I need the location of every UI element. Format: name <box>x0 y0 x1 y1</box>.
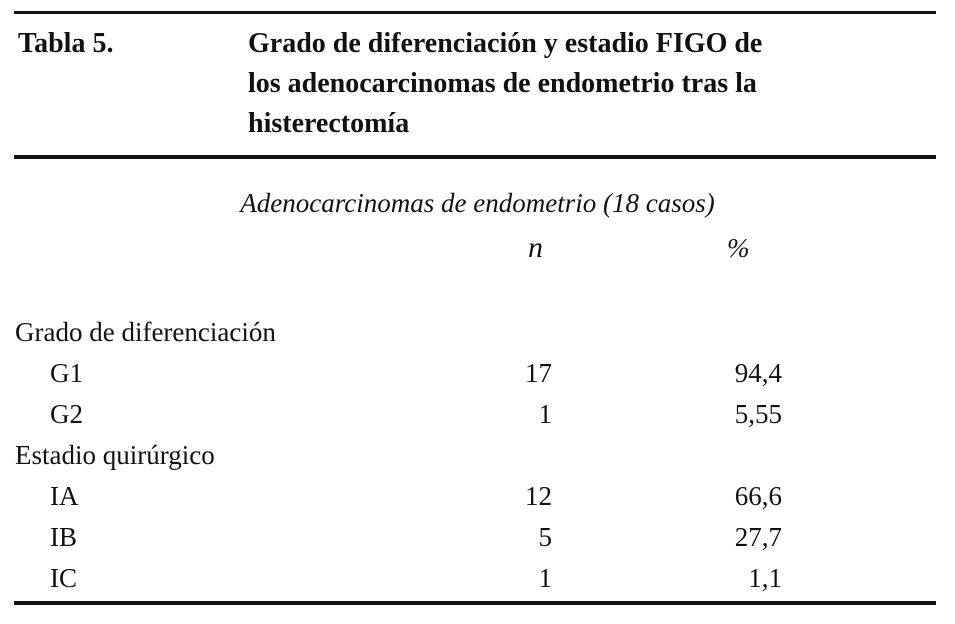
column-header: n <box>528 231 543 264</box>
cell-n: 12 <box>525 481 552 511</box>
header-rule <box>14 155 936 159</box>
column-header: % <box>727 233 750 263</box>
cell-percent: 5,55 <box>734 399 782 429</box>
bottom-rule <box>14 601 936 605</box>
cell-n: 1 <box>538 399 553 429</box>
cell-n: 5 <box>538 522 553 552</box>
section-heading: Grado de diferenciación <box>15 317 276 347</box>
row-label: IB <box>50 522 77 552</box>
cell-percent: 27,7 <box>734 522 782 552</box>
row-label: IA <box>50 481 79 511</box>
subheader: Adenocarcinomas de endometrio (18 casos) <box>240 188 715 218</box>
cell-percent: 94,4 <box>734 358 782 388</box>
cell-percent: 66,6 <box>734 481 782 511</box>
title-line: histerectomía <box>248 108 410 139</box>
table-label: Tabla 5. <box>18 28 114 59</box>
title-line: los adenocarcinomas de endometrio tras l… <box>248 68 757 99</box>
row-label: G2 <box>50 399 83 429</box>
row-label: IC <box>50 563 77 593</box>
cell-n: 1 <box>538 563 553 593</box>
top-rule <box>14 11 936 14</box>
cell-percent: 1,1 <box>748 563 782 593</box>
cell-n: 17 <box>525 358 552 388</box>
row-label: G1 <box>50 358 83 388</box>
title-line: Grado de diferenciación y estadio FIGO d… <box>248 28 763 59</box>
section-heading: Estadio quirúrgico <box>15 440 215 470</box>
